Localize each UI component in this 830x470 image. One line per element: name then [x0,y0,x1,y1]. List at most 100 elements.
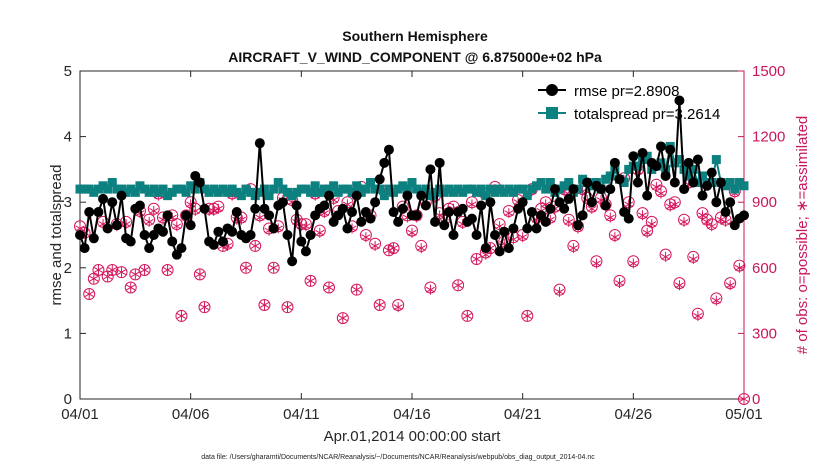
totalspread-point [149,184,159,194]
totalspread-point [375,184,385,194]
rmse-point [125,236,136,247]
obs-possible-point [521,309,534,322]
obs-possible-point [101,270,114,283]
rmse-point [517,197,528,208]
obs-assimilated-point [605,212,615,223]
x-axis: 04/01 04/06 04/11 04/16 04/21 04/26 05/01 [61,71,763,423]
x-tick-label: 04/01 [61,406,99,423]
totalspread-point [559,181,569,191]
rmse-point [706,167,717,178]
totalspread-point [352,181,362,191]
totalspread-point [421,184,431,194]
chart-title: Southern Hemisphere [342,28,488,44]
totalspread-point [564,178,574,188]
totalspread-point [181,187,191,197]
rmse-point [683,157,694,168]
obs-assimilated-point [647,219,657,230]
rmse-layer [75,95,749,267]
obs-possible-point [452,279,465,292]
y2-tick-label: 1200 [752,129,785,146]
totalspread-point [200,184,209,194]
totalspread-point [721,181,731,191]
rmse-point [448,230,459,240]
rmse-point [642,190,653,201]
obs-possible-point [138,263,151,276]
totalspread-point [698,171,707,181]
rmse-point [254,138,265,149]
obs-assimilated-point [269,262,279,273]
totalspread-point [259,184,269,194]
obs-possible-point [193,268,206,281]
totalspread-point [246,187,256,197]
rmse-point [563,193,574,204]
rmse-point [600,200,611,211]
rmse-point [586,197,597,208]
totalspread-point [269,184,279,194]
obs-assimilated-point [610,232,620,243]
totalspread-point [218,184,228,194]
obs-assimilated-point [467,199,477,210]
obs-possible-point [124,281,137,294]
totalspread-point [315,187,325,197]
y-axis-label-left: rmse and totalspread [48,165,65,306]
totalspread-point [393,184,403,194]
totalspread-point [93,184,103,194]
totalspread-point [126,184,136,194]
obs-assimilated-point [305,275,316,286]
obs-assimilated-point [315,227,325,238]
totalspread-point [112,184,122,194]
obs-assimilated-point [702,216,712,227]
rmse-point [319,200,330,211]
rmse-point [217,236,228,247]
rmse-point [623,213,634,224]
obs-assimilated-point [93,264,104,275]
totalspread-point [135,181,145,191]
obs-assimilated-point [518,232,528,243]
y-axis-label-right: # of obs: o=possible; ∗=assimilated [794,116,811,355]
totalspread-point [310,181,320,191]
totalspread-point [734,178,744,188]
totalspread-point [227,184,237,194]
rmse-point [88,233,99,244]
totalspread-point [425,191,435,201]
y-tick-label: 3 [64,194,72,211]
rmse-point [679,184,690,195]
rmse-point [660,170,671,181]
obs-assimilated-point [144,216,154,227]
obs-assimilated-point [352,284,362,295]
legend-totalspread-marker [546,107,558,119]
rmse-point [324,190,334,201]
totalspread-point [601,174,611,184]
totalspread-point [301,184,311,194]
totalspread-point [476,184,486,194]
rmse-point [508,223,519,234]
totalspread-point [485,184,495,194]
obs-possible-point [336,312,349,325]
y2-tick-label: 600 [752,260,777,277]
totalspread-point [278,184,288,194]
obs-assimilated-point [425,284,436,295]
obs-possible-point [461,309,474,322]
totalspread-point [324,184,334,194]
totalspread-point [176,184,186,194]
totalspread-point [140,184,150,194]
totalspread-point [121,187,131,197]
rmse-point [457,203,468,214]
obs-assimilated-point [628,258,638,269]
rmse-point [250,203,261,214]
rmse-point [397,203,408,214]
rmse-point [430,216,441,227]
totalspread-point [605,171,615,181]
rmse-point [739,210,749,221]
totalspread-point [642,151,652,161]
x-axis-label: Apr.01,2014 00:00:00 start [324,428,502,445]
obs-assimilated-point [301,221,311,232]
totalspread-point [707,178,717,188]
totalspread-point [117,184,126,194]
totalspread-point [674,155,684,165]
rmse-point [181,210,192,221]
rmse-point [93,207,104,218]
obs-possible-point [258,298,271,311]
rmse-point [549,184,560,195]
